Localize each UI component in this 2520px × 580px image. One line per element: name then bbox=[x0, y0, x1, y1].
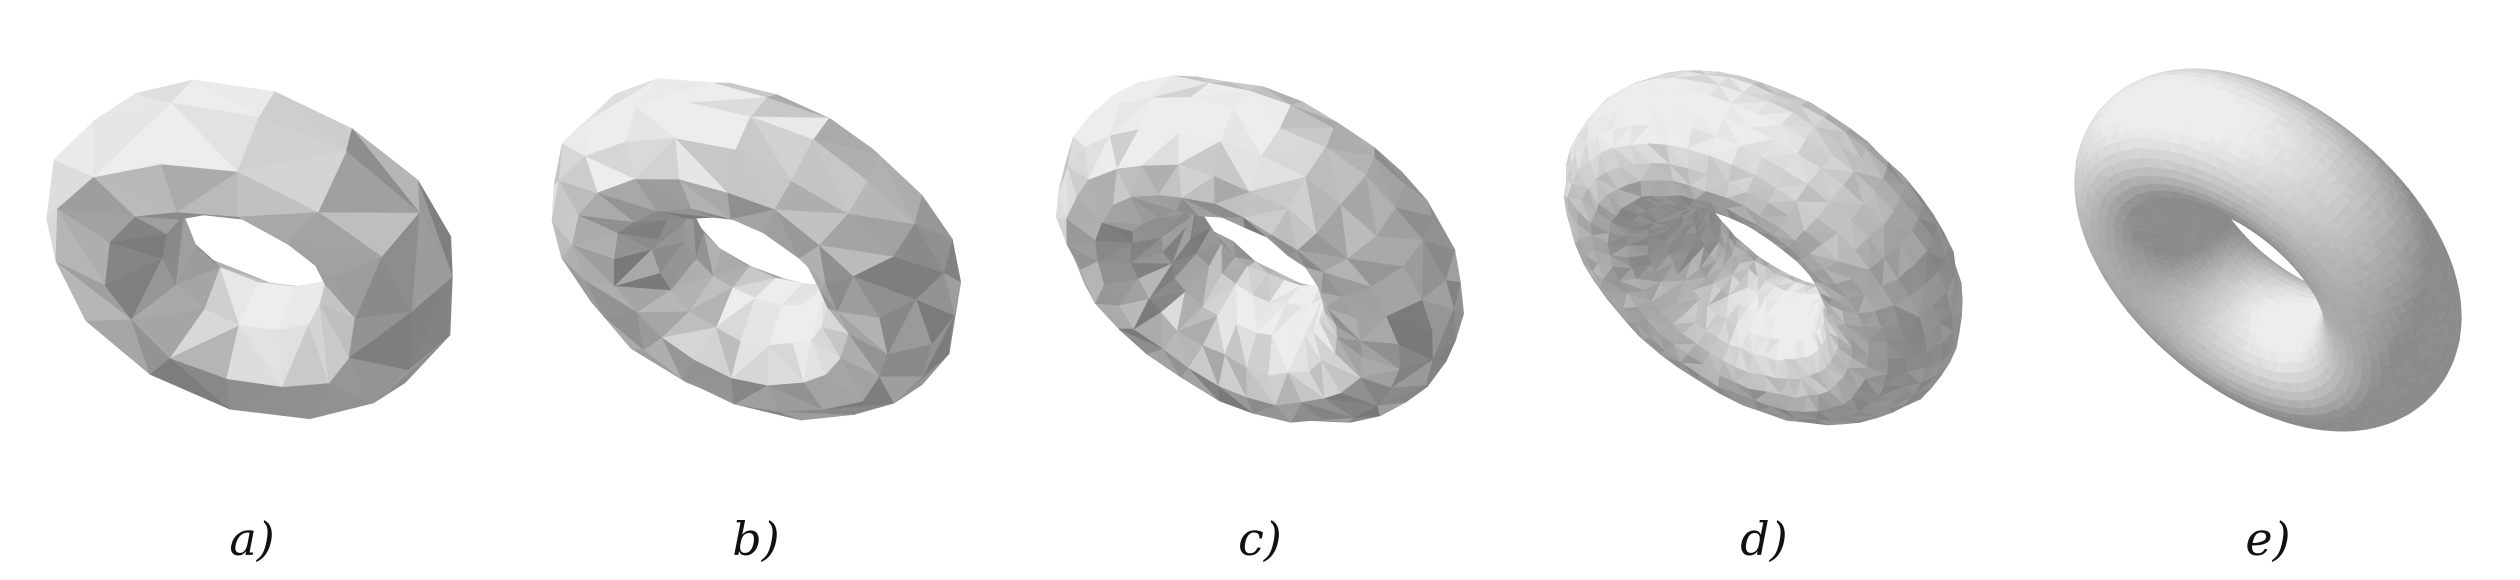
panel-a: a) bbox=[0, 0, 504, 580]
torus-mesh-c bbox=[1008, 0, 1512, 500]
mesh-face bbox=[1056, 217, 1067, 245]
torus-surface bbox=[1056, 76, 1464, 423]
panel-e: e) bbox=[2016, 0, 2520, 580]
caption-d: d) bbox=[1512, 514, 2016, 564]
panel-c: c) bbox=[1008, 0, 1512, 580]
torus-surface bbox=[1564, 71, 1962, 425]
torus-surface bbox=[47, 80, 453, 419]
torus-mesh-d bbox=[1512, 0, 2016, 500]
mesh-face bbox=[1222, 217, 1245, 228]
panel-d: d) bbox=[1512, 0, 2016, 580]
caption-c: c) bbox=[1008, 514, 1512, 564]
caption-a: a) bbox=[0, 514, 504, 564]
mesh-face bbox=[1567, 148, 1572, 166]
torus-mesh-e bbox=[2016, 0, 2520, 500]
torus-surface bbox=[2075, 69, 2462, 431]
torus-mesh-a bbox=[0, 0, 504, 500]
torus-mesh-b bbox=[504, 0, 1008, 500]
panel-b: b) bbox=[504, 0, 1008, 580]
caption-b: b) bbox=[504, 514, 1008, 564]
mesh-face bbox=[682, 378, 734, 404]
torus-surface bbox=[552, 79, 961, 421]
